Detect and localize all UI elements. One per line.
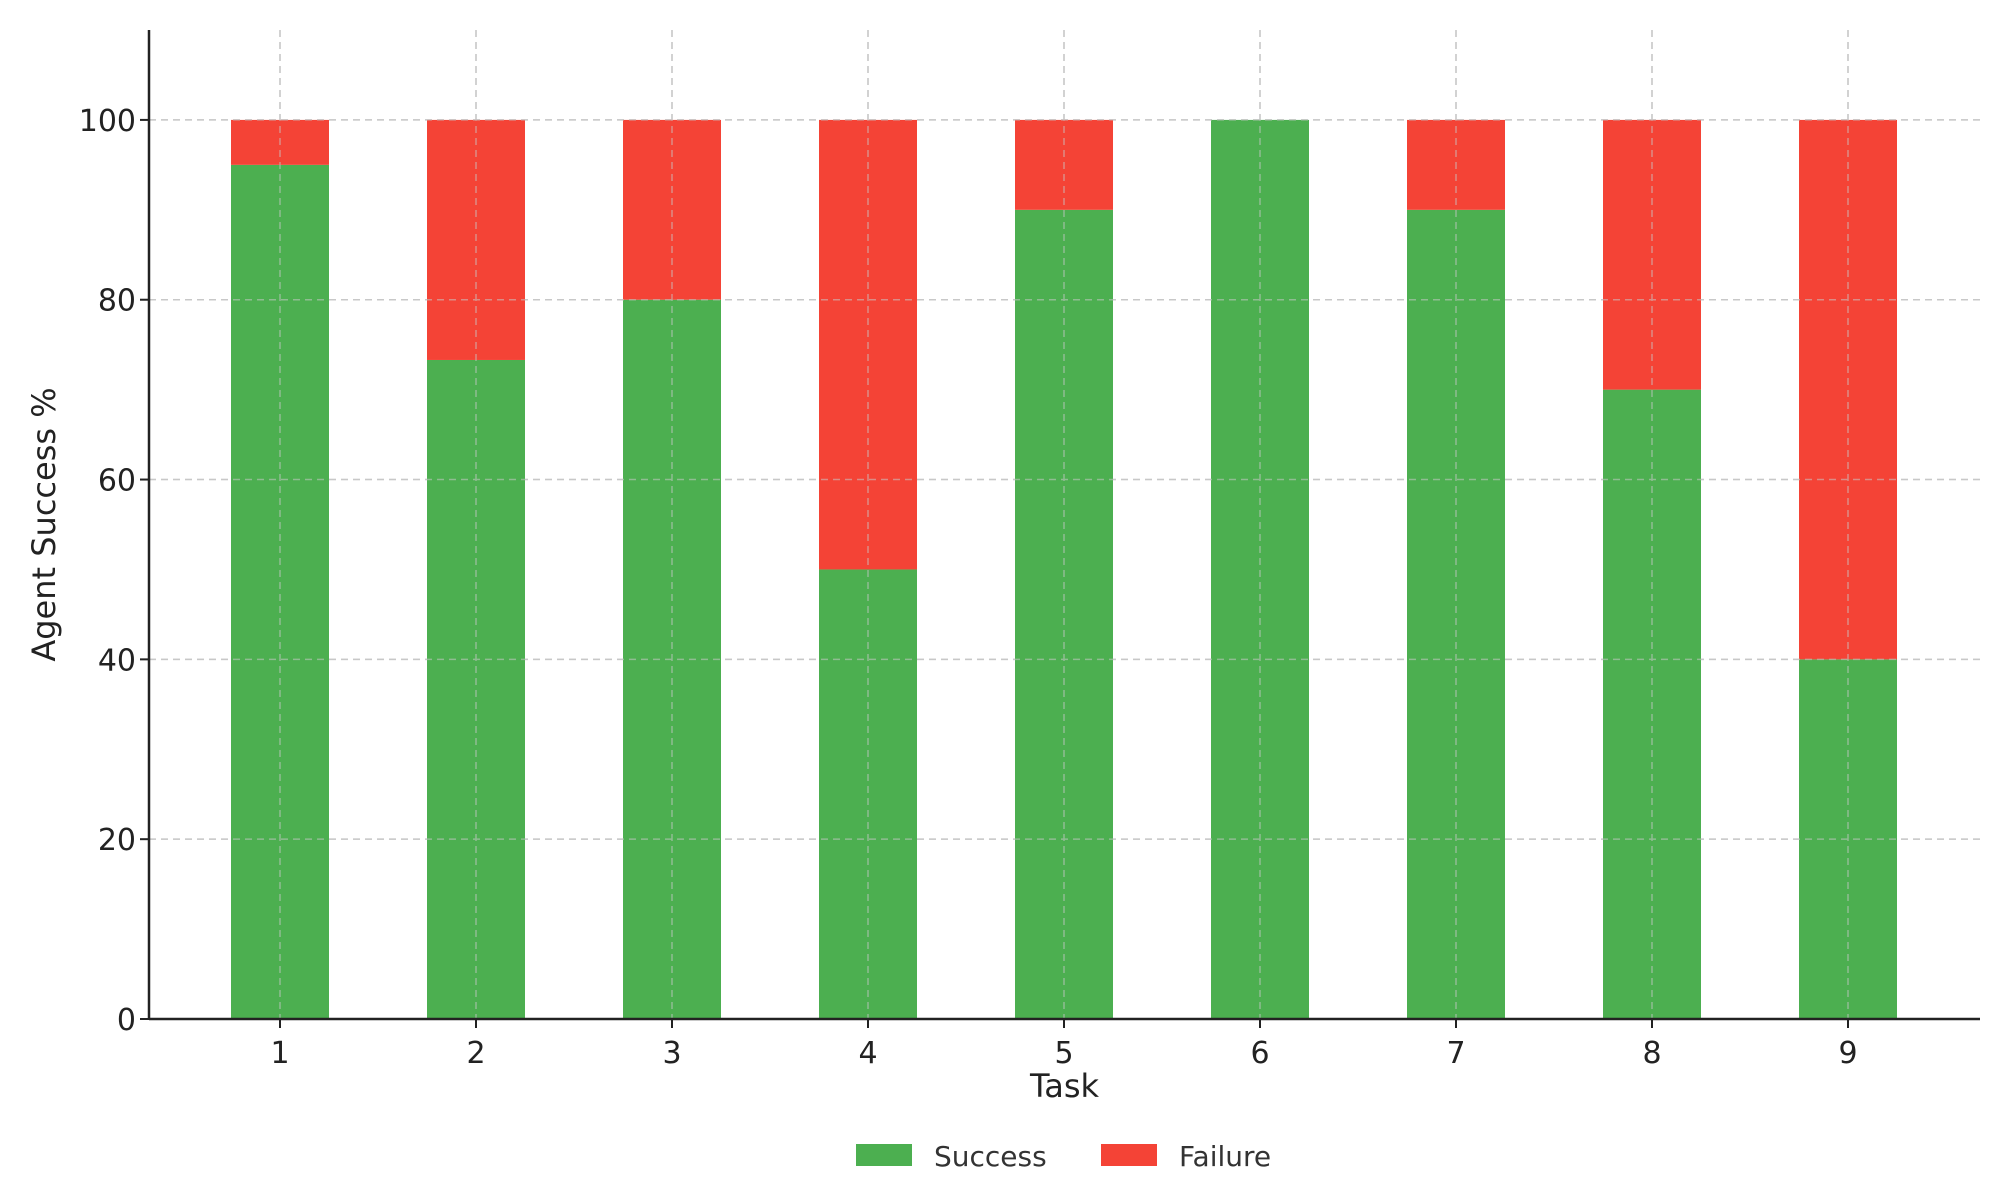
bar-success-task-6 [1211,119,1309,1020]
legend-label-failure: Failure [1179,1140,1271,1173]
legend: Success Failure [856,1140,1271,1173]
x-tick-label: 2 [466,1036,485,1071]
tick-labels-layer: 0 20 40 60 80 100 1 2 3 4 5 6 7 8 9 [79,104,1858,1071]
x-tick-label: 8 [1642,1036,1661,1071]
y-tick-label: 80 [98,284,136,319]
y-tick-label: 60 [98,464,136,499]
x-tick-label: 1 [270,1036,289,1071]
x-tick-label: 4 [858,1036,877,1071]
x-tick-label: 7 [1446,1036,1465,1071]
bar-failure-task-3 [623,119,721,300]
y-tick-label: 20 [98,823,136,858]
legend-swatch-success [856,1144,912,1166]
x-tick-label: 6 [1250,1036,1269,1071]
legend-label-success: Success [934,1140,1047,1173]
bar-failure-task-8 [1603,119,1701,390]
x-tick-label: 5 [1054,1036,1073,1071]
grid-overlay [149,30,1980,1019]
y-tick-label: 0 [117,1003,136,1038]
bar-failure-task-9 [1799,119,1897,660]
y-tick-label: 100 [79,104,136,139]
legend-swatch-failure [1101,1144,1157,1166]
x-axis-title: Task [1029,1067,1100,1105]
bar-success-task-1 [231,164,329,1019]
y-tick-label: 40 [98,643,136,678]
x-tick-label: 3 [662,1036,681,1071]
x-tick-label: 9 [1838,1036,1857,1071]
y-axis-title: Agent Success % [25,387,63,661]
